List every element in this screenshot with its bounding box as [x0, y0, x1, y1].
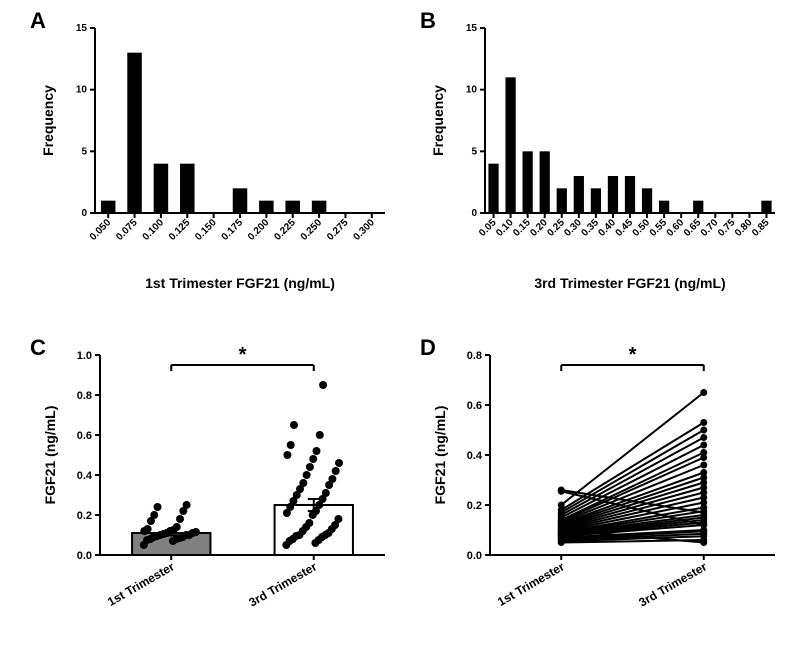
svg-text:*: * [239, 344, 247, 366]
svg-text:0.15: 0.15 [511, 217, 533, 239]
svg-text:0.050: 0.050 [88, 217, 114, 243]
svg-text:3rd Trimester: 3rd Trimester [636, 559, 709, 609]
svg-text:Frequency: Frequency [40, 85, 56, 156]
svg-text:0.6: 0.6 [77, 430, 92, 442]
svg-text:0.200: 0.200 [246, 217, 272, 243]
svg-text:0.0: 0.0 [77, 550, 92, 562]
svg-text:0.6: 0.6 [467, 400, 482, 412]
svg-text:0.45: 0.45 [614, 217, 636, 239]
svg-text:5: 5 [81, 146, 87, 157]
svg-text:0.4: 0.4 [467, 450, 483, 462]
svg-text:0: 0 [81, 208, 87, 219]
svg-text:0.250: 0.250 [299, 217, 325, 243]
svg-text:0.225: 0.225 [272, 217, 298, 243]
svg-text:1st Trimester: 1st Trimester [105, 559, 177, 609]
svg-text:0.0: 0.0 [467, 550, 482, 562]
svg-text:0.8: 0.8 [467, 350, 482, 362]
figure-root: A051015Frequency0.0500.0750.1000.1250.15… [0, 0, 800, 655]
panel-A-chart: 0 5 10 15 Frequency 0.0500.0750.1000.1250.150… [30, 8, 400, 308]
svg-text:0.20: 0.20 [528, 217, 550, 239]
svg-text:0.2: 0.2 [77, 510, 92, 522]
svg-text:0.50: 0.50 [631, 217, 653, 239]
svg-text:0.10: 0.10 [494, 217, 516, 239]
svg-text:1st Trimester: 1st Trimester [495, 559, 567, 609]
svg-text:0.125: 0.125 [167, 217, 193, 243]
svg-text:10: 10 [76, 85, 88, 96]
svg-text:0.60: 0.60 [665, 217, 687, 239]
svg-text:0.70: 0.70 [699, 217, 721, 239]
panel-D-chart: 0.0 0.2 0.4 0.6 0.8 FGF21 (ng/mL) 1st Trimeste… [420, 335, 790, 635]
svg-text:0.30: 0.30 [562, 217, 584, 239]
svg-text:3rd Trimester FGF21 (ng/mL): 3rd Trimester FGF21 (ng/mL) [534, 275, 725, 291]
svg-text:0.65: 0.65 [682, 217, 704, 239]
svg-text:Frequency: Frequency [430, 85, 446, 156]
svg-text:15: 15 [76, 23, 88, 34]
svg-text:3rd Trimester: 3rd Trimester [246, 559, 319, 609]
svg-text:0.4: 0.4 [77, 470, 93, 482]
svg-text:0.25: 0.25 [545, 217, 567, 239]
svg-text:0.300: 0.300 [351, 217, 377, 243]
svg-text:0.05: 0.05 [477, 217, 499, 239]
svg-text:1.0: 1.0 [77, 350, 92, 362]
svg-text:15: 15 [466, 23, 478, 34]
svg-text:0.80: 0.80 [733, 217, 755, 239]
svg-text:FGF21 (ng/mL): FGF21 (ng/mL) [432, 406, 448, 505]
svg-text:1st Trimester FGF21 (ng/mL): 1st Trimester FGF21 (ng/mL) [145, 275, 335, 291]
svg-text:0.40: 0.40 [597, 217, 619, 239]
svg-text:0.8: 0.8 [77, 390, 92, 402]
svg-text:0.85: 0.85 [750, 217, 772, 239]
svg-text:0.175: 0.175 [220, 217, 246, 243]
svg-text:0.35: 0.35 [579, 217, 601, 239]
svg-text:0.2: 0.2 [467, 500, 482, 512]
svg-text:10: 10 [466, 85, 478, 96]
svg-text:0.275: 0.275 [325, 217, 351, 243]
svg-text:0: 0 [471, 208, 477, 219]
svg-text:5: 5 [471, 146, 477, 157]
svg-text:0.55: 0.55 [648, 217, 670, 239]
svg-text:FGF21 (ng/mL): FGF21 (ng/mL) [42, 406, 58, 505]
svg-text:*: * [629, 344, 637, 366]
panel-B-chart: 051015Frequency0.050.100.150.200.250.300… [420, 8, 790, 308]
svg-text:0.150: 0.150 [193, 217, 219, 243]
svg-text:0.075: 0.075 [114, 217, 140, 243]
svg-text:0.75: 0.75 [716, 217, 738, 239]
svg-text:0.100: 0.100 [141, 217, 167, 243]
panel-C-chart: 0.0 0.2 0.4 0.6 0.8 1.0 FGF21 (ng/mL) 1st Trime… [30, 335, 400, 635]
